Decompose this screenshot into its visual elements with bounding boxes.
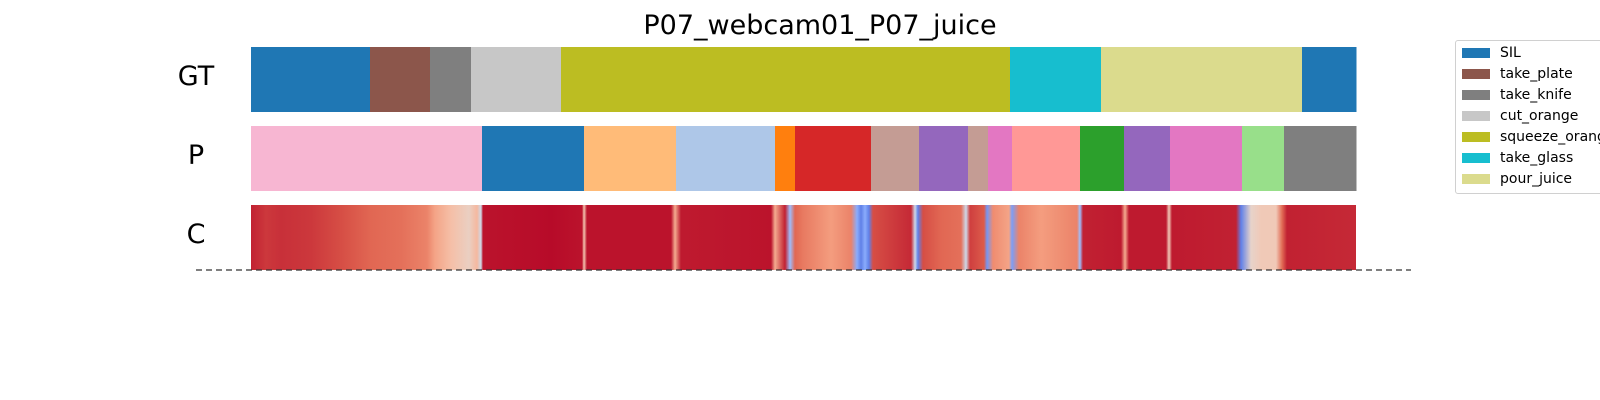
segment-gt-0 xyxy=(251,47,371,112)
segment-p-0 xyxy=(251,126,483,191)
segment-p-2 xyxy=(584,126,677,191)
row-label-gt: GT xyxy=(177,61,215,92)
segment-p-15 xyxy=(1284,126,1357,191)
segment-gt-7 xyxy=(1302,47,1357,112)
legend-swatch xyxy=(1462,48,1490,58)
row-label-c: C xyxy=(186,219,206,250)
segment-p-3 xyxy=(676,126,776,191)
confidence-strip xyxy=(251,205,1356,270)
legend-swatch xyxy=(1462,153,1490,163)
segment-p-10 xyxy=(1012,126,1081,191)
legend-label: take_knife xyxy=(1500,87,1572,103)
legend-item-squeeze-orange: squeeze_orange xyxy=(1462,127,1600,147)
legend-label: take_glass xyxy=(1500,150,1574,166)
segment-p-6 xyxy=(871,126,920,191)
segment-gt-6 xyxy=(1101,47,1303,112)
segment-gt-4 xyxy=(561,47,1011,112)
row-label-p: P xyxy=(187,140,205,171)
legend-item-cut-orange: cut_orange xyxy=(1462,106,1578,126)
legend-item-sil: SIL xyxy=(1462,43,1521,63)
segment-p-4 xyxy=(775,126,796,191)
legend-label: pour_juice xyxy=(1500,171,1573,187)
chart-title: P07_webcam01_P07_juice xyxy=(643,10,997,41)
segment-gt-1 xyxy=(370,47,431,112)
segment-p-14 xyxy=(1242,126,1285,191)
legend-item-pour-juice: pour_juice xyxy=(1462,169,1572,189)
legend-label: SIL xyxy=(1500,45,1521,61)
segment-gt-3 xyxy=(471,47,562,112)
segment-gt-2 xyxy=(430,47,472,112)
legend-label: take_plate xyxy=(1500,66,1573,82)
legend-swatch xyxy=(1462,69,1490,79)
segment-p-9 xyxy=(988,126,1013,191)
legend-label: squeeze_orange xyxy=(1500,129,1600,145)
legend-swatch xyxy=(1462,90,1490,100)
segment-p-8 xyxy=(968,126,989,191)
legend-swatch xyxy=(1462,111,1490,121)
segment-p-7 xyxy=(919,126,969,191)
segment-p-13 xyxy=(1170,126,1243,191)
legend-item-take-glass: take_glass xyxy=(1462,148,1573,168)
legend-item-take-plate: take_plate xyxy=(1462,64,1573,84)
segment-p-12 xyxy=(1124,126,1171,191)
segment-p-5 xyxy=(795,126,872,191)
legend-swatch xyxy=(1462,174,1490,184)
legend-swatch xyxy=(1462,132,1490,142)
segment-gt-5 xyxy=(1010,47,1102,112)
legend-item-take-knife: take_knife xyxy=(1462,85,1572,105)
segment-p-1 xyxy=(482,126,585,191)
legend-label: cut_orange xyxy=(1500,108,1579,124)
segment-p-11 xyxy=(1080,126,1125,191)
